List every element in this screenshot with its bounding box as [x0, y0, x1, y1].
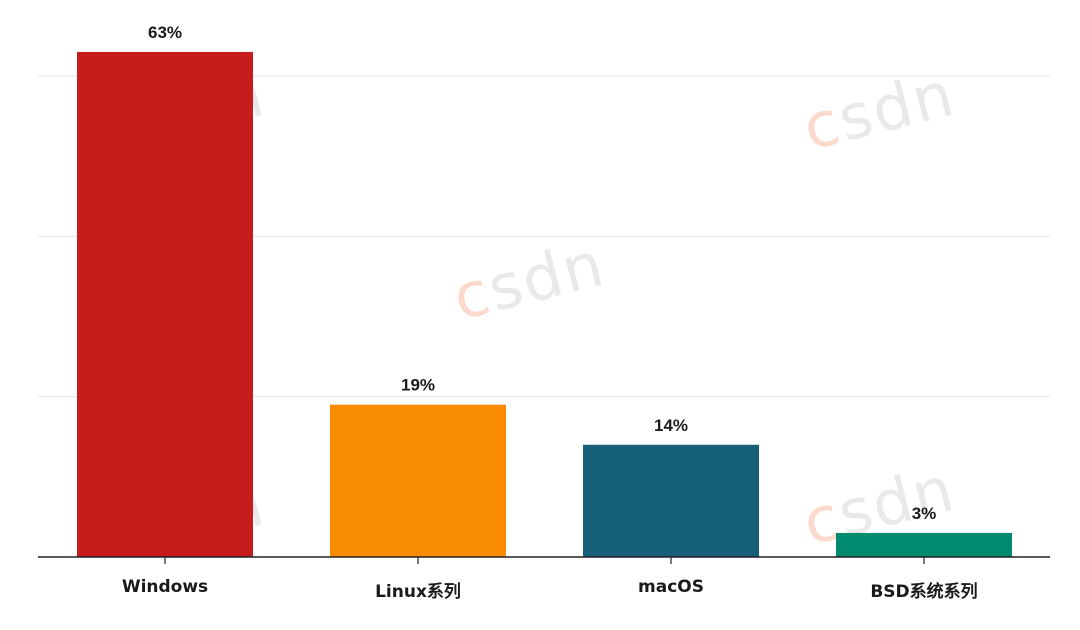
- data-label-linux: 19%: [401, 376, 435, 395]
- category-label-macos: macOS: [638, 577, 704, 597]
- category-label-windows: Windows: [122, 577, 208, 597]
- bar-macos: [583, 444, 759, 557]
- bar-bsd: [836, 532, 1012, 557]
- watermark-logo: csdn: [446, 227, 612, 335]
- bars: [77, 51, 1012, 557]
- category-label-linux: Linux系列: [375, 581, 461, 602]
- x-axis-ticks: [164, 557, 925, 564]
- category-label-bsd: BSD系统系列: [870, 581, 977, 602]
- bar-linux: [330, 404, 506, 557]
- watermark-logo: csdn: [796, 57, 962, 165]
- data-label-windows: 63%: [148, 23, 182, 42]
- data-label-bsd: 3%: [912, 504, 937, 523]
- bar-windows: [77, 51, 253, 557]
- category-labels: Windows Linux系列 macOS BSD系统系列: [122, 577, 978, 602]
- data-label-macos: 14%: [654, 416, 688, 435]
- data-labels: 63% 19% 14% 3%: [148, 23, 936, 523]
